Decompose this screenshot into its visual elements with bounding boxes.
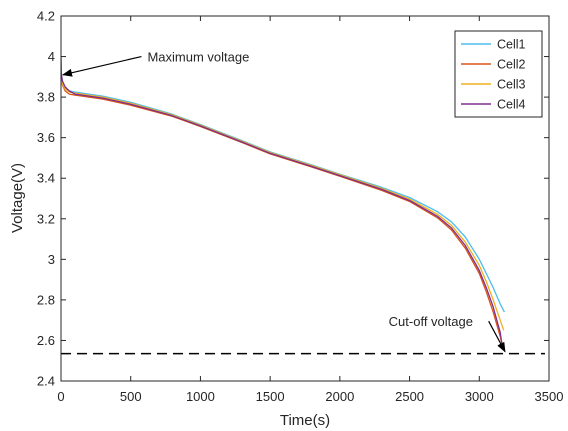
annotation-arrow-maximum-voltage bbox=[62, 55, 142, 77]
y-tick-label: 3.4 bbox=[37, 171, 55, 186]
legend-label-cell1: Cell1 bbox=[497, 38, 526, 52]
legend-label-cell2: Cell2 bbox=[497, 58, 526, 72]
legend-label-cell4: Cell4 bbox=[497, 98, 526, 112]
x-tick-label: 500 bbox=[120, 389, 142, 404]
annotation-arrow-cut-off-voltage bbox=[488, 320, 506, 353]
annotation-cut-off-voltage: Cut-off voltage bbox=[389, 314, 473, 329]
y-tick-label: 4.2 bbox=[37, 9, 55, 24]
series-line-cell4 bbox=[61, 56, 503, 347]
x-tick-label: 2500 bbox=[395, 389, 424, 404]
x-tick-label: 2000 bbox=[325, 389, 354, 404]
y-tick-label: 3.8 bbox=[37, 90, 55, 105]
legend-box bbox=[454, 30, 543, 118]
y-tick-label: 2.4 bbox=[37, 374, 55, 389]
y-tick-label: 4 bbox=[48, 49, 55, 64]
x-tick-label: 3500 bbox=[535, 389, 564, 404]
y-tick-label: 3.2 bbox=[37, 211, 55, 226]
legend-label-cell3: Cell3 bbox=[497, 78, 526, 92]
x-tick-label: 3000 bbox=[465, 389, 494, 404]
y-tick-label: 2.6 bbox=[37, 333, 55, 348]
y-tick-label: 3 bbox=[48, 252, 55, 267]
annotation-maximum-voltage: Maximum voltage bbox=[147, 50, 249, 65]
y-axis-label: Voltage(V) bbox=[9, 163, 26, 233]
x-tick-label: 0 bbox=[57, 389, 64, 404]
y-tick-label: 3.6 bbox=[37, 130, 55, 145]
plot-frame bbox=[60, 15, 550, 382]
x-tick-label: 1500 bbox=[256, 389, 285, 404]
x-axis-label: Time(s) bbox=[280, 412, 330, 429]
y-tick-label: 2.8 bbox=[37, 292, 55, 307]
x-tick-label: 1000 bbox=[186, 389, 215, 404]
